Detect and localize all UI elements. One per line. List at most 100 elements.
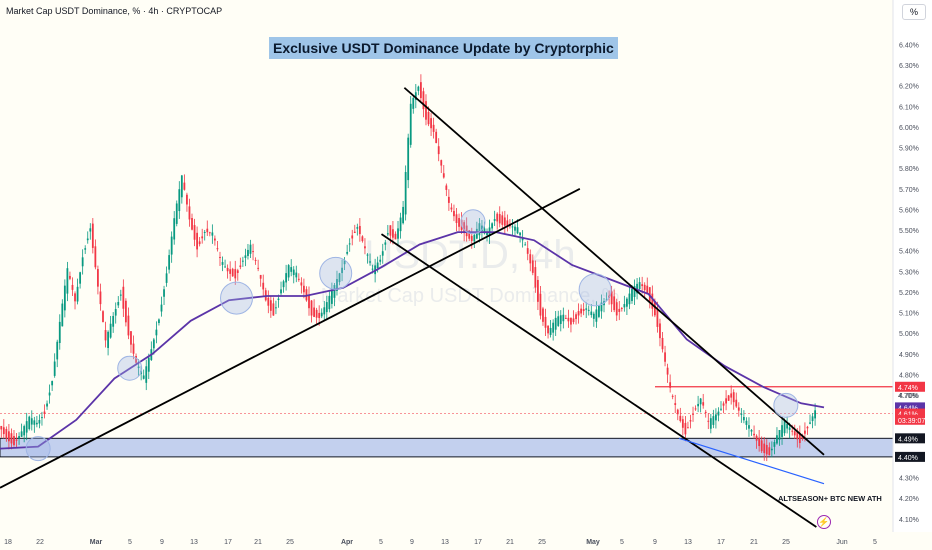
y-tick-label: 4.70% [899, 393, 919, 400]
x-tick-label: 5 [620, 539, 624, 546]
candle-body [346, 251, 349, 254]
candle-body [458, 218, 460, 227]
candle-body [722, 403, 725, 406]
candle-body [435, 131, 438, 143]
candle-body [310, 300, 313, 316]
x-tick-label: May [586, 539, 600, 546]
candle-body [450, 207, 453, 210]
candle-body [267, 297, 270, 306]
candle-body [249, 244, 252, 254]
candle-body [114, 309, 117, 316]
candle-body [369, 261, 371, 263]
percent-scale-button[interactable]: % [902, 4, 926, 20]
candle-body [407, 137, 410, 181]
candle-body [193, 225, 196, 240]
candle-body [18, 436, 20, 439]
x-tick-label: 5 [379, 539, 383, 546]
candle-body [158, 319, 160, 324]
lightning-icon[interactable]: ⚡ [817, 515, 831, 529]
candle-body [30, 418, 33, 425]
candle-body [244, 255, 247, 258]
price-label-box [895, 451, 925, 462]
candle-body [463, 222, 466, 234]
candle-body [71, 284, 74, 290]
candle-body [468, 230, 471, 239]
candle-body [430, 118, 432, 129]
candle-body [231, 268, 234, 277]
candle-body [290, 267, 293, 272]
y-tick-label: 6.30% [899, 63, 919, 70]
candle-body [137, 366, 140, 369]
candle-body [142, 375, 145, 379]
candle-body [152, 339, 155, 349]
candle-body [51, 381, 54, 386]
watermark-name: Market Cap USDT Dominance, % [321, 285, 620, 307]
candle-body [2, 427, 5, 435]
candle-body [124, 300, 127, 323]
candle-body [531, 260, 534, 273]
candle-body [165, 273, 168, 283]
candle-body [417, 86, 420, 91]
highlight-circle [578, 273, 612, 307]
candle-body [292, 269, 295, 276]
x-tick-label: 13 [190, 539, 198, 546]
candle-body [453, 210, 455, 217]
candle-body [397, 228, 399, 239]
candle-body [486, 231, 488, 236]
candle-body [793, 431, 796, 436]
candle-body [33, 420, 36, 425]
candle-body [646, 285, 649, 294]
y-tick-label: 5.30% [899, 269, 919, 276]
candle-body [280, 289, 282, 294]
candle-body [760, 440, 763, 452]
x-tick-label: 17 [474, 539, 482, 546]
y-tick-label: 6.20% [899, 84, 919, 91]
candle-body [191, 218, 193, 230]
candle-body [643, 284, 646, 291]
candle-body [130, 331, 132, 345]
candle-body [254, 259, 257, 261]
candle-body [371, 268, 374, 270]
candle-body [198, 241, 201, 245]
candle-body [0, 425, 3, 430]
candle-body [699, 398, 702, 405]
candle-body [333, 285, 336, 298]
highlight-circle [773, 392, 799, 418]
candle-body [241, 260, 244, 262]
candle-body [338, 273, 341, 283]
x-tick-label: Mar [90, 539, 103, 546]
candle-body [653, 300, 656, 316]
candle-body [709, 418, 712, 429]
candle-body [544, 316, 547, 328]
candle-body [447, 196, 450, 203]
x-tick-label: 17 [224, 539, 232, 546]
candle-body [381, 251, 384, 256]
candle-body [552, 322, 555, 333]
candle-body [475, 228, 478, 239]
x-tick-label: 21 [254, 539, 262, 546]
candle-body [122, 286, 125, 309]
candle-body [638, 282, 641, 290]
x-tick-label: 17 [717, 539, 725, 546]
candle-body [353, 231, 356, 234]
candle-body [748, 425, 750, 429]
candle-body [725, 398, 727, 404]
candle-body [348, 243, 351, 245]
x-tick-label: 25 [782, 539, 790, 546]
candle-body [155, 329, 158, 336]
x-tick-label: 25 [538, 539, 546, 546]
candle-body [84, 248, 87, 250]
y-tick-label: 4.80% [899, 372, 919, 379]
candle-body [295, 272, 298, 278]
candle-body [89, 228, 92, 232]
candle-body [226, 267, 229, 272]
highlight-circle [460, 209, 486, 235]
y-tick-label: 4.10% [899, 517, 919, 524]
candle-body [704, 411, 707, 413]
candle-body [493, 219, 496, 221]
candle-body [587, 309, 590, 311]
candle-body [773, 442, 776, 447]
candle-body [455, 214, 458, 223]
